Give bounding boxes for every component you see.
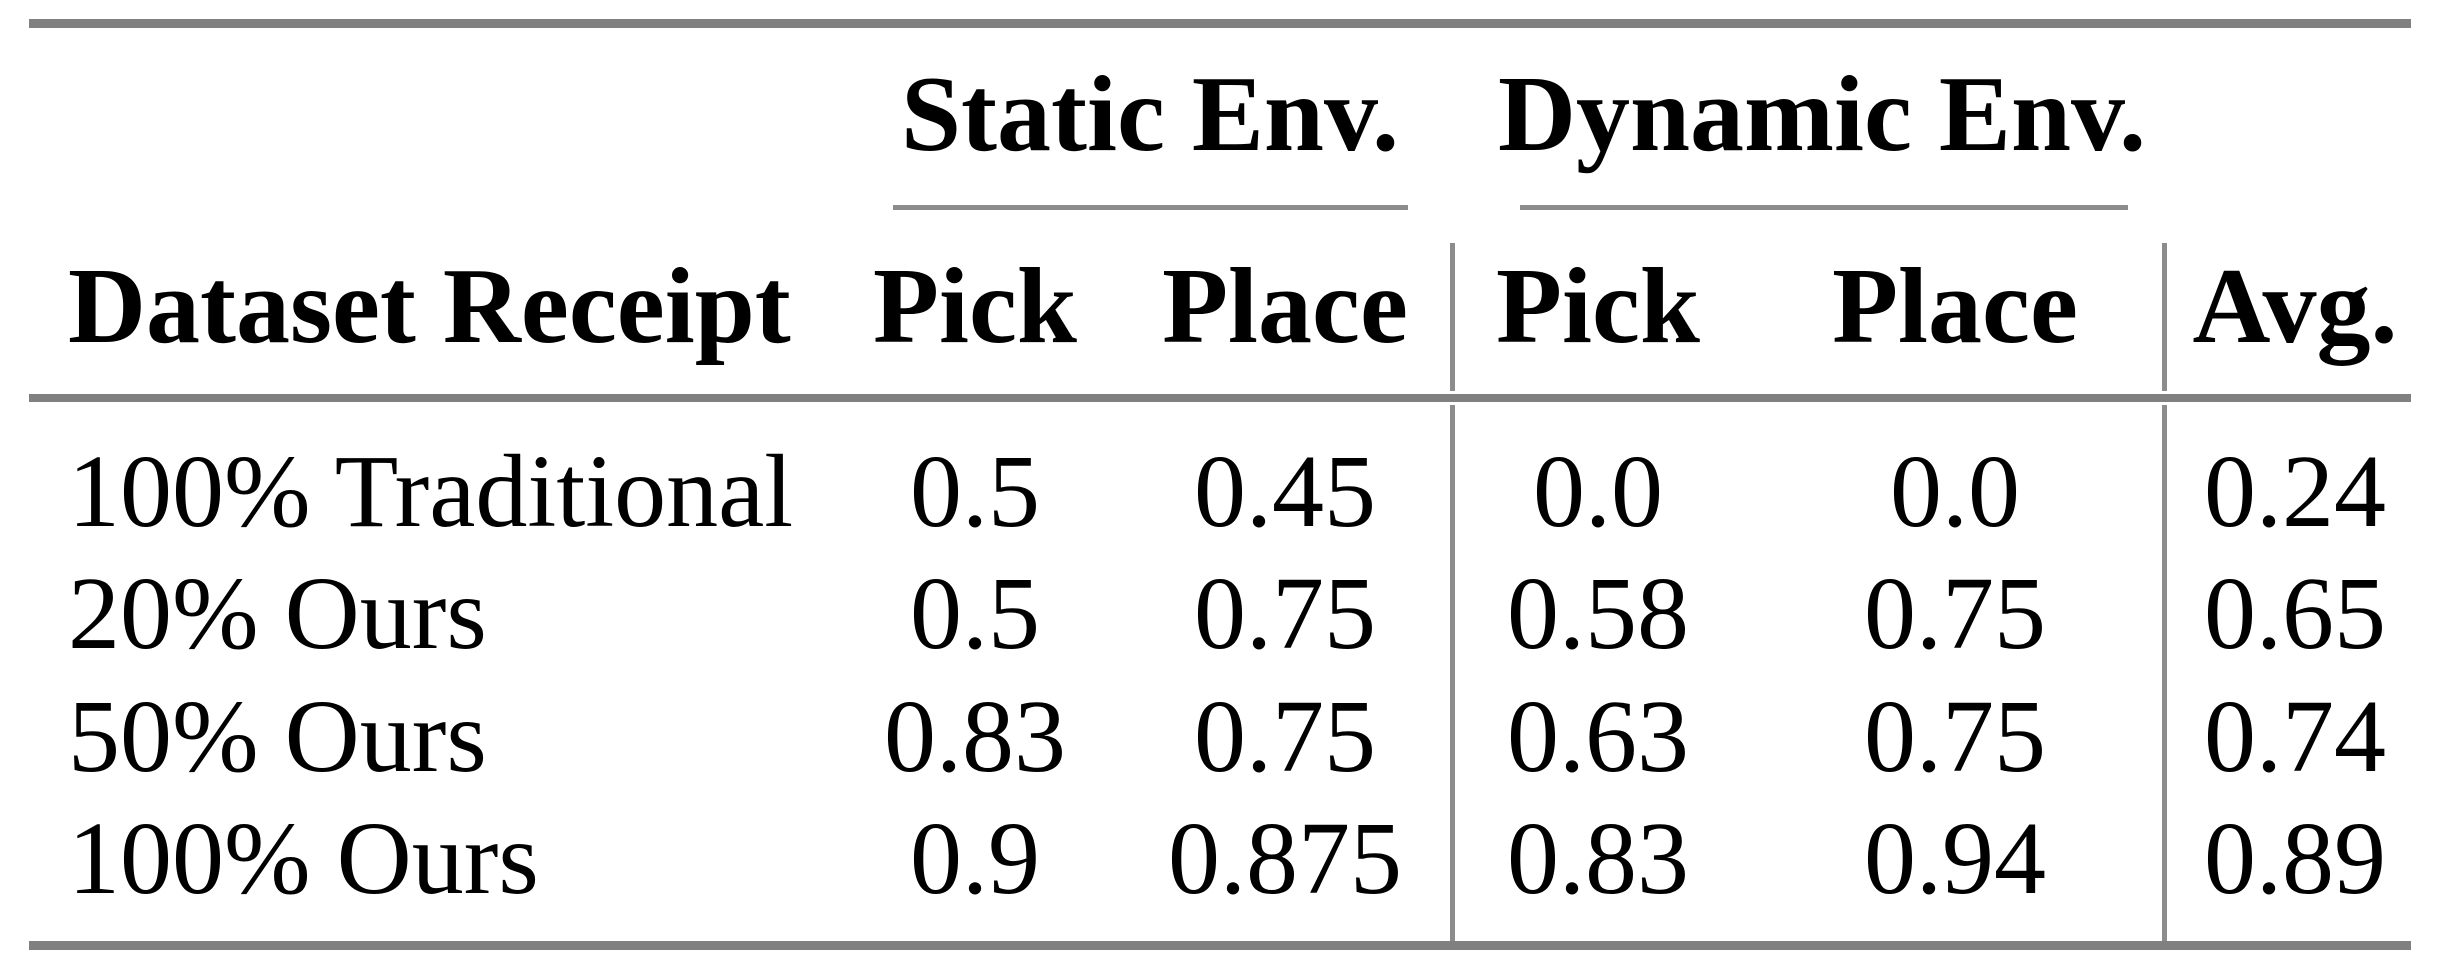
cell-static-pick: 0.5 [910, 434, 1040, 549]
cell-static-place: 0.45 [1194, 434, 1376, 549]
col-header-static-place: Place [1162, 247, 1408, 366]
row-label: 100% Traditional [68, 434, 794, 549]
cell-static-place: 0.875 [1168, 801, 1402, 916]
col-header-dynamic-pick: Pick [1496, 247, 1700, 366]
static-env-cmidrule [893, 205, 1408, 210]
vertical-rule-2-header [2162, 243, 2167, 391]
col-header-avg: Avg. [2192, 247, 2398, 366]
cell-dynamic-place: 0.0 [1890, 434, 2020, 549]
row-label: 20% Ours [68, 556, 487, 671]
vertical-rule-1-body [1450, 405, 1455, 941]
top-rule [29, 19, 2411, 28]
row-label: 50% Ours [68, 679, 487, 794]
cell-dynamic-pick: 0.83 [1507, 801, 1689, 916]
vertical-rule-1-header [1450, 243, 1455, 391]
cell-static-place: 0.75 [1194, 679, 1376, 794]
col-header-dynamic-place: Place [1832, 247, 2078, 366]
vertical-rule-2-body [2162, 405, 2167, 941]
cell-dynamic-place: 0.75 [1864, 679, 2046, 794]
col-header-static-pick: Pick [873, 247, 1077, 366]
cell-avg: 0.65 [2204, 556, 2386, 671]
dynamic-env-cmidrule [1520, 205, 2128, 210]
bottom-rule [29, 941, 2411, 950]
cell-dynamic-place: 0.94 [1864, 801, 2046, 916]
cell-static-pick: 0.83 [884, 679, 1066, 794]
cell-dynamic-place: 0.75 [1864, 556, 2046, 671]
cell-dynamic-pick: 0.63 [1507, 679, 1689, 794]
cell-static-pick: 0.9 [910, 801, 1040, 916]
col-header-dataset-receipt: Dataset Receipt [68, 247, 791, 366]
cell-dynamic-pick: 0.58 [1507, 556, 1689, 671]
group-header-static-env: Static Env. [900, 55, 1400, 174]
group-header-dynamic-env: Dynamic Env. [1497, 55, 2147, 174]
cell-avg: 0.74 [2204, 679, 2386, 794]
row-label: 100% Ours [68, 801, 539, 916]
cell-avg: 0.24 [2204, 434, 2386, 549]
cell-static-place: 0.75 [1194, 556, 1376, 671]
cell-static-pick: 0.5 [910, 556, 1040, 671]
mid-rule [29, 394, 2411, 402]
cell-dynamic-pick: 0.0 [1533, 434, 1663, 549]
cell-avg: 0.89 [2204, 801, 2386, 916]
